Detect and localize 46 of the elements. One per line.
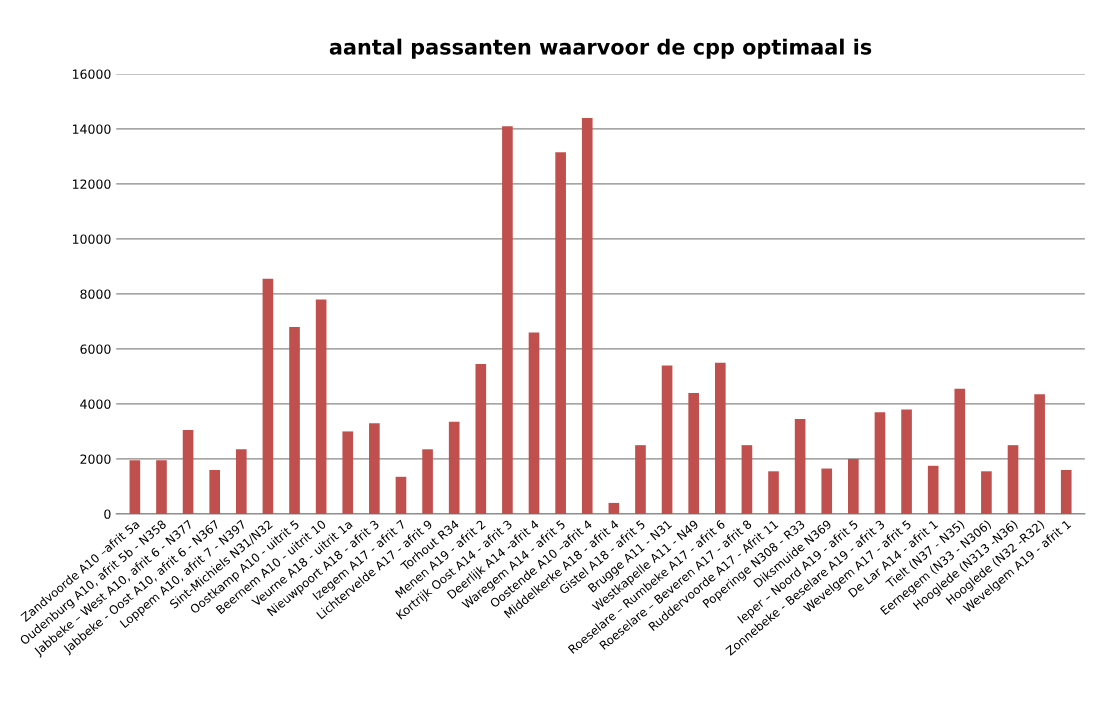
y-tick-label: 8000 (80, 289, 111, 299)
bar (262, 278, 274, 514)
bar (874, 412, 886, 514)
bar (1060, 469, 1072, 514)
bar (927, 465, 939, 514)
bar (1034, 394, 1045, 514)
bar (129, 460, 141, 514)
bar (235, 449, 247, 514)
y-tick-label: 16000 (72, 69, 111, 79)
bar (555, 152, 566, 514)
y-tick-label: 14000 (72, 124, 111, 134)
bar (289, 326, 300, 514)
bar (794, 419, 806, 514)
bar (209, 469, 221, 514)
bar (714, 362, 726, 514)
bar (156, 460, 167, 514)
bar (315, 299, 327, 514)
bar (981, 471, 992, 514)
bar (635, 445, 646, 514)
bar (661, 365, 673, 514)
bar (901, 409, 912, 514)
bar (768, 471, 779, 514)
bar (821, 468, 833, 514)
bar (954, 388, 966, 514)
bar (528, 332, 540, 514)
bar (608, 502, 620, 514)
bar (1007, 445, 1019, 514)
y-tick-label: 2000 (80, 454, 111, 464)
bar (581, 117, 593, 514)
bar (395, 476, 407, 514)
chart-title: aantal passanten waarvoor de cpp optimaal is (329, 38, 872, 59)
bar (848, 458, 859, 514)
bar (422, 449, 433, 514)
bar (741, 445, 753, 514)
y-tick-label: 6000 (80, 344, 111, 354)
bar (475, 364, 487, 514)
bar (369, 423, 380, 514)
y-tick-label: 12000 (72, 179, 111, 189)
bar (448, 421, 460, 514)
bar (182, 430, 194, 514)
bar (688, 392, 700, 514)
y-tick-label: 0 (104, 509, 111, 519)
bar (502, 126, 513, 514)
y-tick-label: 4000 (80, 399, 111, 409)
y-tick-label: 10000 (72, 234, 111, 244)
bar (342, 431, 354, 514)
